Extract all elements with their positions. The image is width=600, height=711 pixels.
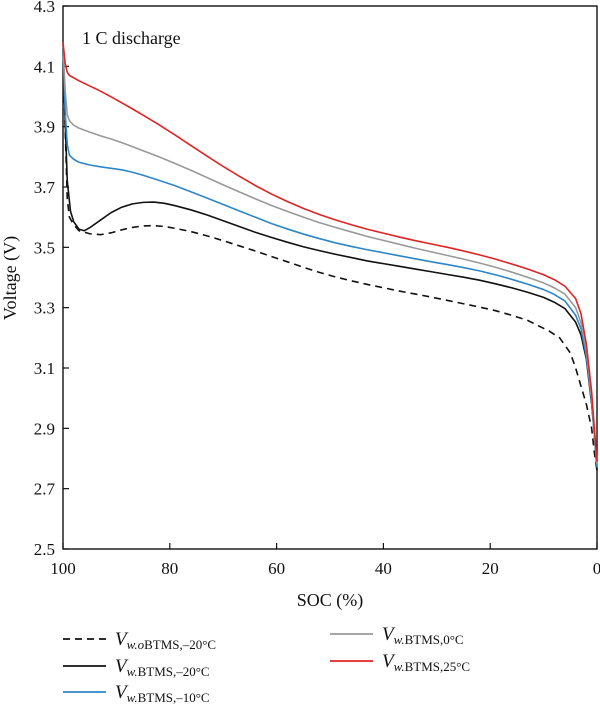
legend-item-3: Vw.BTMS,0°C bbox=[330, 624, 464, 647]
series-lines bbox=[62, 42, 598, 471]
x-tick-label: 0 bbox=[593, 559, 600, 578]
series-line-4 bbox=[62, 42, 598, 462]
y-tick-label: 3.3 bbox=[34, 299, 55, 318]
legend-label-1: Vw.BTMS,–20°C bbox=[115, 656, 210, 679]
legend-item-0: Vw.oBTMS,–20°C bbox=[63, 629, 216, 652]
x-tick-label: 40 bbox=[375, 559, 392, 578]
legend-item-4: Vw.BTMS,25°C bbox=[330, 651, 470, 674]
legend-item-1: Vw.BTMS,–20°C bbox=[63, 656, 210, 679]
y-tick-label: 3.7 bbox=[34, 178, 56, 197]
x-tick-label: 60 bbox=[268, 559, 285, 578]
series-line-1 bbox=[62, 48, 598, 471]
y-tick-label: 4.3 bbox=[34, 0, 55, 16]
y-tick-label: 3.1 bbox=[34, 359, 55, 378]
series-line-2 bbox=[62, 48, 598, 468]
x-tick-label: 80 bbox=[161, 559, 178, 578]
plot-frame bbox=[62, 5, 598, 550]
legend-label-0: Vw.oBTMS,–20°C bbox=[115, 629, 216, 652]
legend-label-2: Vw.BTMS,–10°C bbox=[115, 682, 210, 705]
y-tick-label: 3.9 bbox=[34, 118, 55, 137]
legend-label-3: Vw.BTMS,0°C bbox=[382, 624, 464, 647]
y-tick-label: 2.7 bbox=[34, 480, 56, 499]
y-tick-label: 2.5 bbox=[34, 540, 55, 559]
y-tick-label: 3.5 bbox=[34, 238, 55, 257]
x-tick-label: 20 bbox=[482, 559, 499, 578]
axis-tick-labels: 2.5 2.7 2.9 3.1 3.3 3.5 3.7 3.9 4.1 4.3 100 80 60 40 2… bbox=[34, 0, 600, 578]
y-tick-label: 4.1 bbox=[34, 57, 55, 76]
axis-ticks bbox=[62, 5, 598, 550]
series-line-3 bbox=[62, 45, 598, 465]
plot-border bbox=[62, 5, 598, 550]
legend-label-4: Vw.BTMS,25°C bbox=[382, 651, 470, 674]
discharge-annotation: 1 C discharge bbox=[82, 28, 181, 48]
x-axis-title: SOC (%) bbox=[297, 590, 364, 611]
x-tick-label: 100 bbox=[50, 559, 76, 578]
legend: Vw.oBTMS,–20°C Vw.BTMS,–20°C Vw.BTMS,–10°C… bbox=[63, 624, 470, 705]
legend-item-2: Vw.BTMS,–10°C bbox=[63, 682, 210, 705]
series-line-0 bbox=[62, 48, 598, 471]
y-axis-title: Voltage (V) bbox=[0, 236, 21, 320]
y-tick-label: 2.9 bbox=[34, 419, 55, 438]
